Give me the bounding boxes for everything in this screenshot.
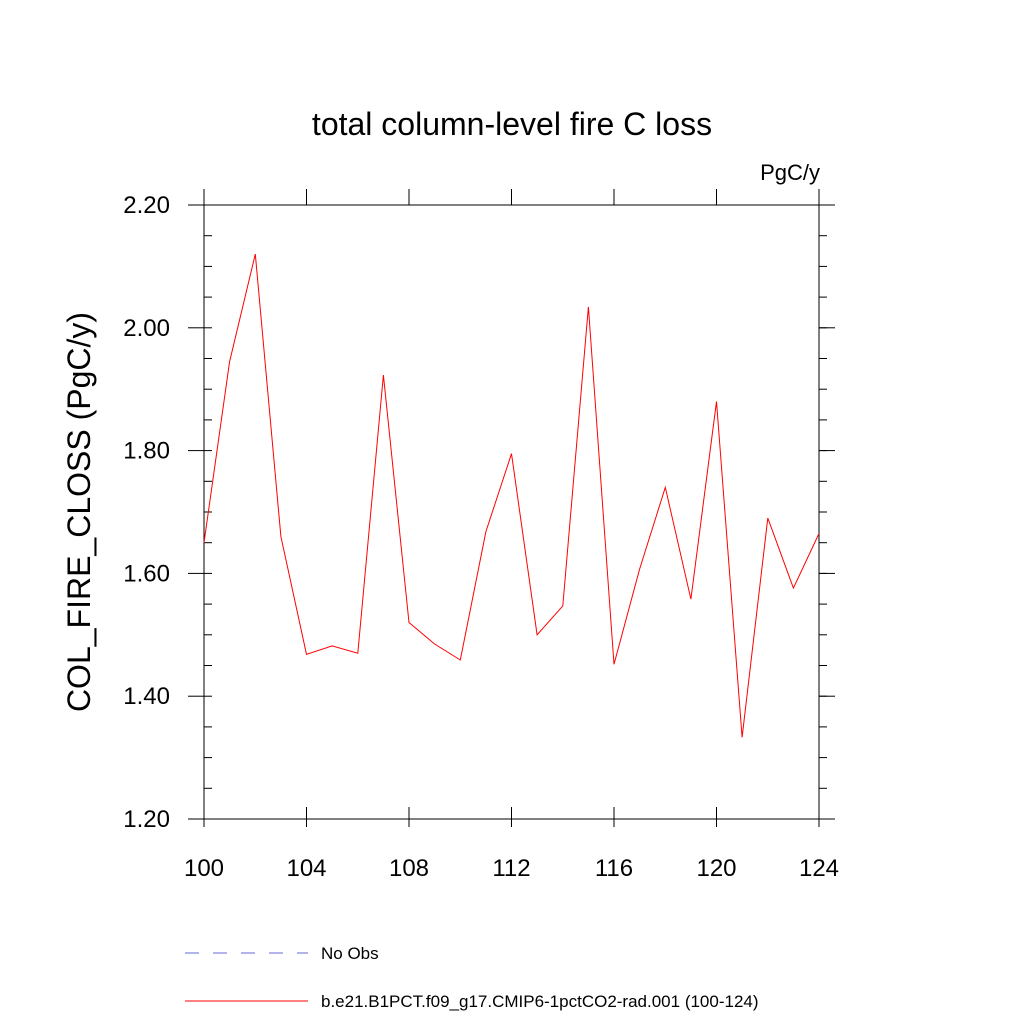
x-axis-ticks: 100 104 108 112 116 120 124: [184, 189, 839, 882]
y-tick-label: 1.20: [123, 806, 170, 833]
units-label: PgC/y: [760, 160, 820, 185]
chart-title: total column-level fire C loss: [312, 106, 712, 142]
plot-frame: [203, 204, 820, 820]
series-layer: [203, 253, 820, 738]
y-tick-label: 1.40: [123, 683, 170, 710]
legend-label: No Obs: [321, 944, 379, 963]
x-tick-label: 124: [799, 855, 839, 882]
y-axis-ticks: 1.20 1.40 1.60 1.80 2.00 2.20: [123, 192, 835, 833]
y-tick-label: 1.60: [123, 560, 170, 587]
y-tick-label: 1.80: [123, 438, 170, 465]
y-tick-label: 2.20: [123, 192, 170, 219]
legend-label: b.e21.B1PCT.f09_g17.CMIP6-1pctCO2-rad.00…: [321, 992, 759, 1011]
legend: No Obs b.e21.B1PCT.f09_g17.CMIP6-1pctCO2-…: [185, 944, 759, 1011]
series-line: [203, 253, 820, 738]
x-tick-label: 100: [184, 855, 224, 882]
x-tick-label: 108: [389, 855, 429, 882]
x-tick-label: 112: [492, 855, 530, 882]
x-tick-label: 116: [595, 855, 633, 882]
y-axis-label: COL_FIRE_CLOSS (PgC/y): [61, 312, 97, 712]
y-tick-label: 2.00: [123, 315, 170, 342]
x-tick-label: 104: [286, 855, 326, 882]
x-tick-label: 120: [696, 855, 736, 882]
